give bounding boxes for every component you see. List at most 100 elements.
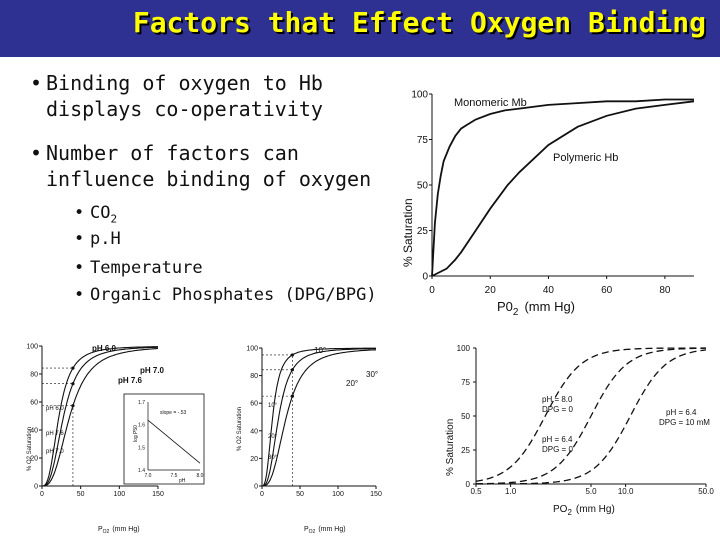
y-tick-label: 20 [250, 456, 258, 463]
x-label-main: P [304, 526, 309, 533]
label-20-deg: 20° [346, 379, 358, 388]
sub-bullet-temperature: • Temperature [74, 257, 203, 279]
y-axis: 0 20 40 60 80 100 [246, 345, 263, 490]
chart-temperature: 0 20 40 60 80 100 0 50 100 150 % O2 Saturation P… [237, 345, 382, 535]
data-point [71, 404, 75, 408]
series-line [475, 347, 706, 482]
left-label: 30° [268, 455, 278, 461]
y-axis: 0 20 40 60 80 100 [26, 343, 43, 490]
label-dpg-0-b: DPG = 0 [542, 445, 573, 454]
left-label: pH 6.0 [46, 406, 64, 412]
x-tick-label: 80 [659, 285, 671, 296]
chart-mb-hb: 0 25 50 75 100 0 20 40 60 80 % Saturation P02 (mm… [401, 90, 695, 318]
x-label-main: P0 [497, 299, 513, 314]
x-tick-label: 50 [296, 491, 304, 498]
series-layer [41, 346, 159, 487]
data-point [71, 382, 75, 386]
x-label-sub: 2 [567, 508, 572, 517]
x-tick-label: 5.0 [585, 487, 597, 496]
y-tick-label: 75 [417, 135, 429, 146]
x-tick-label: 50.0 [698, 487, 714, 496]
bullet-dot: • [74, 229, 85, 249]
x-tick-label: 0.5 [470, 487, 482, 496]
label-ph-6-0: pH 6.0 [92, 344, 117, 353]
bullet-dot: • [30, 141, 43, 165]
series-line [476, 349, 707, 485]
inset-series-line [147, 419, 201, 464]
label-ph-7-0: pH 7.0 [140, 366, 165, 375]
chart-dpg: 0 25 50 75 100 0.5 1.0 5.0 10.0 50.0 % Saturatio… [445, 344, 714, 517]
sub-bullet-ph: • p.H [74, 228, 121, 250]
inset-frame [123, 393, 205, 485]
chart-ph: 0 20 40 60 80 100 0 50 100 150 % O2 Saturation P… [26, 343, 205, 535]
y-axis-label: % Saturation [445, 419, 456, 476]
x-tick-label: 0 [260, 491, 264, 498]
inset: 1.7 1.6 1.5 1.47.0 7.5 8.0 log P50 slope = -.… [123, 393, 205, 485]
title-bar: Factors that Effect Oxygen Binding [0, 0, 720, 57]
y-tick-label: 100 [411, 90, 428, 101]
x-axis-label: PO2 (mm Hg) [304, 526, 346, 535]
bullet-line: influence binding of oxygen [46, 167, 372, 191]
x-tick-label: 10.0 [618, 487, 634, 496]
label-dpg-10mm: DPG = 10 mM [659, 418, 710, 427]
y-axis-label: % O2 Saturation [237, 407, 243, 451]
x-label-sub: 2 [513, 307, 519, 318]
data-point [71, 366, 75, 370]
y-tick-label: 40 [30, 427, 38, 434]
bullet-dot: • [30, 71, 43, 95]
bullet-dot: • [74, 285, 85, 305]
y-tick-label: 50 [461, 412, 470, 421]
series-line [41, 346, 159, 487]
x-axis-label: P02 (mm Hg) [497, 299, 575, 318]
x-label-main: PO [553, 504, 568, 515]
x-label-unit: (mm Hg) [318, 526, 345, 533]
series-line [261, 347, 376, 487]
inset-y-tick-label: 1.7 [138, 400, 145, 406]
y-tick-label: 100 [457, 344, 471, 353]
inset-y-tick-label: 1.5 [138, 445, 145, 451]
label-ph-8-0: pH = 8.0 [542, 395, 573, 404]
series-layer [475, 347, 707, 485]
x-axis: 0 50 100 150 [40, 485, 164, 498]
y-tick-label: 0 [34, 483, 38, 490]
x-tick-label: 100 [113, 491, 125, 498]
series-layer [261, 347, 377, 487]
inset-annotation: slope = -.53 [160, 410, 186, 416]
x-tick-label: 20 [485, 285, 497, 296]
phosphates-text: Organic Phosphates (DPG/BPG) [90, 285, 377, 305]
y-tick-label: 25 [461, 446, 470, 455]
x-label-sub: O2 [309, 529, 316, 535]
inset-y-label: log P50 [133, 425, 139, 442]
bullet-cooperativity: • Binding of oxygen to Hb displays co-op… [30, 70, 323, 122]
series-line [261, 348, 377, 487]
y-tick-label: 80 [30, 371, 38, 378]
y-tick-label: 75 [461, 378, 470, 387]
inset-y-tick-label: 1.6 [138, 423, 145, 429]
temperature-text: Temperature [90, 258, 203, 278]
sub-bullet-co2: • CO2 [74, 202, 117, 230]
inset-x-label: pH [179, 478, 186, 484]
series-line [476, 347, 706, 485]
ph-text: p.H [90, 229, 121, 249]
y-tick-label: 60 [30, 399, 38, 406]
label-ph-6-4-b: pH = 6.4 [666, 408, 697, 417]
x-tick-label: 0 [40, 491, 44, 498]
bullet-dot: • [74, 258, 85, 278]
label-ph-6-4-a: pH = 6.4 [542, 435, 573, 444]
label-polymeric-hb: Polymeric Hb [553, 152, 618, 164]
x-tick-label: 40 [543, 285, 555, 296]
y-tick-label: 25 [417, 226, 429, 237]
x-tick-label: 0 [429, 285, 435, 296]
label-monomeric-mb: Monomeric Mb [454, 97, 527, 109]
data-point [290, 353, 294, 357]
x-tick-label: 1.0 [505, 487, 517, 496]
y-axis: 0 25 50 75 100 [411, 90, 433, 283]
x-axis: 0.5 1.0 5.0 10.0 50.0 [470, 483, 714, 496]
y-tick-label: 0 [422, 272, 428, 283]
bullet-line: displays co-operativity [46, 97, 323, 121]
y-tick-label: 100 [26, 343, 38, 350]
x-tick-label: 50 [77, 491, 85, 498]
y-tick-label: 20 [30, 455, 38, 462]
inset-x-tick-label: 7.5 [171, 473, 178, 479]
left-label: pH 7.0 [46, 449, 64, 455]
